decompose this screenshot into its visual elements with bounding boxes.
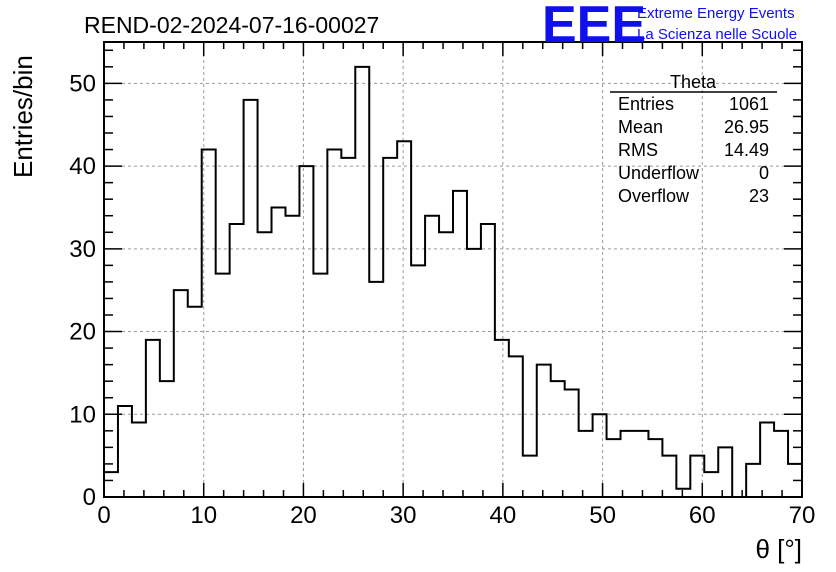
x-tick-label: 40 — [490, 502, 517, 529]
stats-value: 23 — [749, 186, 769, 206]
x-tick-label: 60 — [689, 502, 716, 529]
grid-lines — [104, 42, 802, 497]
stats-label: Overflow — [618, 186, 690, 206]
y-tick-label: 50 — [69, 70, 96, 97]
stats-box: Theta Entries 1061 Mean 26.95 RMS 14.49 Underf… — [610, 72, 777, 206]
stats-value: 0 — [759, 163, 769, 183]
stats-rows: Entries 1061 Mean 26.95 RMS 14.49 Underflow 0 Ov… — [618, 94, 769, 206]
stats-label: RMS — [618, 140, 658, 160]
x-tick-label: 70 — [789, 502, 816, 529]
x-tick-label: 30 — [390, 502, 417, 529]
stats-title: Theta — [670, 72, 717, 92]
stats-value: 14.49 — [724, 140, 769, 160]
stats-label: Underflow — [618, 163, 700, 183]
plot-frame — [103, 41, 803, 498]
x-tick-label: 50 — [589, 502, 616, 529]
x-tick-label: 0 — [97, 502, 110, 529]
axis-ticks: 0 10 20 30 40 50 60 70 0 10 20 30 40 50 — [69, 42, 815, 529]
x-axis-label: θ [°] — [755, 534, 802, 564]
eee-logo: EEE Extreme Energy Events La Scienza nel… — [542, 0, 797, 54]
logo-line-1: Extreme Energy Events — [637, 5, 795, 22]
y-tick-label: 40 — [69, 153, 96, 180]
stats-label: Entries — [618, 94, 674, 114]
y-tick-label: 10 — [69, 401, 96, 428]
stats-label: Mean — [618, 117, 663, 137]
y-axis-label: Entries/bin — [8, 55, 38, 178]
stats-value: 26.95 — [724, 117, 769, 137]
y-tick-label: 20 — [69, 319, 96, 346]
x-tick-label: 10 — [190, 502, 217, 529]
x-tick-label: 20 — [290, 502, 317, 529]
chart-title: REND-02-2024-07-16-00027 — [84, 12, 379, 38]
y-tick-label: 0 — [83, 484, 96, 511]
histogram-step-line — [103, 65, 803, 498]
logo-line-2: La Scienza nelle Scuole — [637, 26, 797, 43]
stats-value: 1061 — [729, 94, 769, 114]
y-tick-label: 30 — [69, 236, 96, 263]
logo-mark: EEE — [542, 0, 646, 54]
